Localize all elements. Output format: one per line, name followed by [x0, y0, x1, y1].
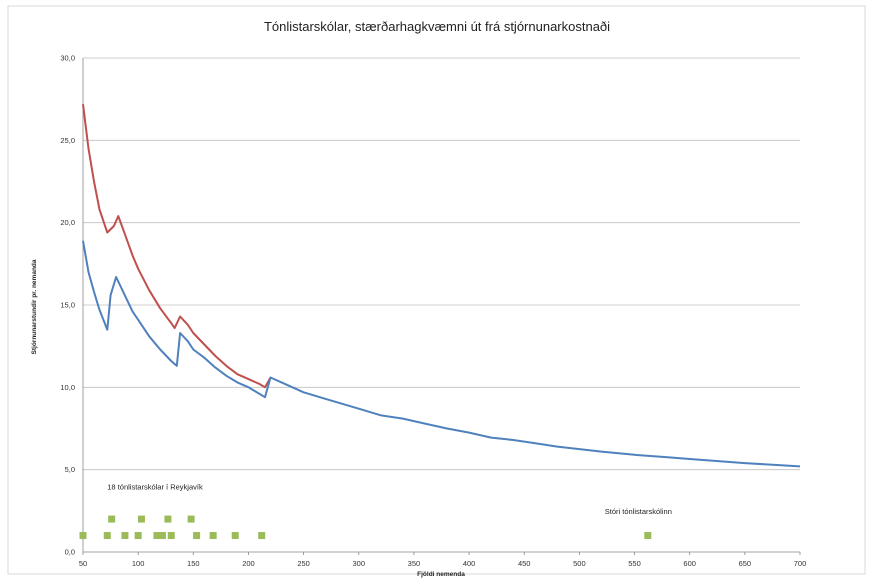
- x-tick-label: 250: [297, 559, 310, 568]
- school-marker: [158, 532, 166, 540]
- x-tick-label: 600: [683, 559, 696, 568]
- x-tick-label: 50: [79, 559, 87, 568]
- school-marker: [167, 532, 175, 540]
- series-layer: [82, 103, 801, 468]
- y-tick-label: 30,0: [60, 54, 75, 63]
- school-marker: [209, 532, 217, 540]
- y-tick-label: 15,0: [60, 301, 75, 310]
- annotation-layer: 18 tónlistarskólar í Reykjavík Stóri tónl…: [107, 482, 672, 516]
- school-marker: [193, 532, 201, 540]
- school-marker: [153, 532, 161, 540]
- x-tick-label: 700: [794, 559, 807, 568]
- x-tick-label: 450: [518, 559, 531, 568]
- gridlines: [83, 57, 800, 553]
- x-axis-label: Fjöldi nemenda: [417, 571, 465, 578]
- school-marker: [644, 532, 652, 540]
- marker-layer: [79, 515, 652, 540]
- annotation-label: Stóri tónlistarskólinn: [605, 507, 672, 516]
- x-tick-label: 550: [628, 559, 641, 568]
- school-marker: [137, 515, 145, 523]
- school-marker: [103, 532, 111, 540]
- y-axis-label: Stjórnunarstundir pr. nemanda: [31, 259, 38, 354]
- y-tick-label: 10,0: [60, 383, 75, 392]
- chart-title: Tónlistarskólar, stærðarhagkvæmni út frá…: [264, 19, 610, 34]
- series-line-1: [82, 103, 272, 389]
- chart-frame: [7, 5, 866, 575]
- school-marker: [134, 532, 142, 540]
- school-marker: [187, 515, 195, 523]
- school-marker: [231, 532, 239, 540]
- school-marker: [108, 515, 116, 523]
- x-tick-label: 300: [353, 559, 366, 568]
- school-marker: [121, 532, 129, 540]
- school-marker: [258, 532, 266, 540]
- y-tick-label: 20,0: [60, 218, 75, 227]
- school-marker: [79, 532, 87, 540]
- x-tick-label: 350: [408, 559, 421, 568]
- annotation-label: 18 tónlistarskólar í Reykjavík: [107, 482, 203, 491]
- series-line-2: [82, 240, 801, 468]
- x-tick-label: 150: [187, 559, 200, 568]
- school-marker: [164, 515, 172, 523]
- y-tick-label: 5,0: [65, 465, 75, 474]
- x-tick-label: 500: [573, 559, 586, 568]
- x-tick-label: 200: [242, 559, 255, 568]
- y-tick-label: 25,0: [60, 136, 75, 145]
- y-tick-label: 0,0: [65, 548, 75, 557]
- x-tick-label: 100: [132, 559, 145, 568]
- x-tick-label: 400: [463, 559, 476, 568]
- axes: 0,0 5,0 10,0 15,0 20,0 25,0 30,0 50 100 150 200 250…: [60, 54, 806, 569]
- x-tick-label: 650: [739, 559, 752, 568]
